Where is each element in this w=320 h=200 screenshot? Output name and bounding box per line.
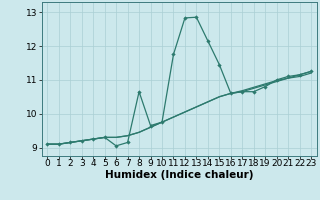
X-axis label: Humidex (Indice chaleur): Humidex (Indice chaleur): [105, 170, 253, 180]
